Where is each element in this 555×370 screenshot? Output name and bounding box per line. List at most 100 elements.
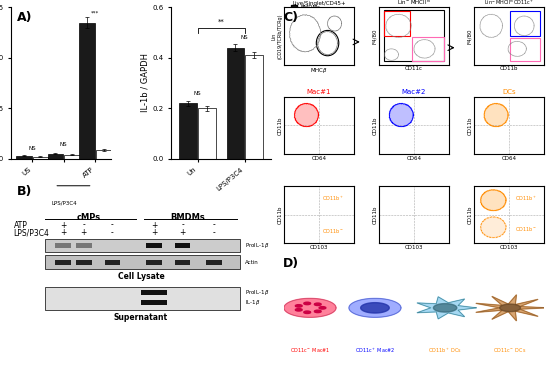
Circle shape	[304, 311, 311, 313]
Text: -: -	[181, 221, 184, 229]
Text: -: -	[213, 221, 215, 229]
Y-axis label: F4/80: F4/80	[467, 28, 472, 44]
Text: ***: ***	[91, 10, 99, 16]
X-axis label: CD103: CD103	[500, 245, 518, 250]
Text: CD11c$^-$ Mac#1: CD11c$^-$ Mac#1	[290, 346, 330, 354]
FancyBboxPatch shape	[45, 287, 240, 310]
Text: +: +	[60, 228, 66, 237]
Text: CD11c$^+$ Mac#2: CD11c$^+$ Mac#2	[355, 346, 395, 355]
Bar	[384, 10, 444, 61]
Text: ProIL-1$\beta$: ProIL-1$\beta$	[245, 241, 270, 250]
Text: B): B)	[17, 185, 32, 198]
Bar	[16, 155, 32, 159]
Text: **: **	[218, 19, 224, 25]
Circle shape	[314, 310, 321, 313]
Bar	[48, 154, 63, 159]
Y-axis label: CD11b: CD11b	[467, 205, 472, 224]
Text: -: -	[213, 228, 215, 237]
FancyBboxPatch shape	[45, 255, 240, 269]
Text: +: +	[151, 228, 157, 237]
Polygon shape	[295, 103, 319, 127]
Text: CD11b$^+$ DCs: CD11b$^+$ DCs	[428, 346, 462, 355]
Bar	[96, 151, 112, 159]
Text: ATP: ATP	[14, 221, 28, 229]
Bar	[226, 48, 244, 159]
FancyBboxPatch shape	[206, 260, 221, 265]
Title: Lin$^-$MHCII$^{hi}$: Lin$^-$MHCII$^{hi}$	[397, 0, 431, 7]
Polygon shape	[417, 297, 476, 319]
Circle shape	[295, 309, 302, 311]
Title: Lin$^-$MHCII$^{hi}$CD11c$^+$: Lin$^-$MHCII$^{hi}$CD11c$^+$	[483, 0, 534, 7]
Text: A): A)	[17, 11, 32, 24]
Title: DCs: DCs	[502, 89, 516, 95]
Text: LPS/P3C4: LPS/P3C4	[14, 228, 49, 237]
Bar	[64, 155, 80, 159]
Text: -: -	[111, 228, 114, 237]
Text: +: +	[60, 221, 66, 229]
Circle shape	[314, 303, 321, 306]
FancyBboxPatch shape	[141, 290, 167, 295]
Text: NS: NS	[194, 91, 201, 95]
Text: CD11c$^-$ DCs: CD11c$^-$ DCs	[493, 346, 527, 354]
Text: LPS/P3C4: LPS/P3C4	[52, 201, 78, 206]
X-axis label: CD103: CD103	[310, 245, 329, 250]
Bar	[384, 11, 411, 36]
Polygon shape	[284, 298, 336, 317]
X-axis label: CD103: CD103	[405, 245, 423, 250]
Text: CD11b$^+$: CD11b$^+$	[322, 195, 344, 204]
Circle shape	[319, 307, 326, 309]
Bar	[412, 37, 444, 61]
Y-axis label: CD11b: CD11b	[372, 116, 377, 135]
Text: NS: NS	[60, 142, 68, 148]
Title: Mac#1: Mac#1	[307, 89, 331, 95]
Text: BMDMs: BMDMs	[170, 213, 205, 222]
Title: Live/Singlet/CD45+: Live/Singlet/CD45+	[292, 1, 346, 6]
Polygon shape	[389, 103, 413, 127]
Polygon shape	[481, 190, 506, 211]
Text: +: +	[80, 228, 87, 237]
Y-axis label: CD11b: CD11b	[372, 205, 377, 224]
Text: -: -	[83, 221, 85, 229]
Y-axis label: CD11b: CD11b	[467, 116, 472, 135]
Bar	[33, 157, 48, 159]
Text: CD11b$^+$: CD11b$^+$	[515, 194, 537, 203]
Y-axis label: CD11b: CD11b	[278, 205, 282, 224]
Text: +: +	[151, 221, 157, 229]
Polygon shape	[481, 217, 506, 238]
X-axis label: CD64: CD64	[501, 155, 516, 161]
Bar	[198, 108, 215, 159]
Y-axis label: IL-1b / GAPDH: IL-1b / GAPDH	[140, 54, 149, 112]
X-axis label: MHC$\beta$: MHC$\beta$	[310, 66, 328, 75]
Y-axis label: Lin
(CD19/TCRb/TCRg): Lin (CD19/TCRb/TCRg)	[272, 13, 282, 59]
FancyBboxPatch shape	[76, 243, 92, 248]
FancyBboxPatch shape	[56, 260, 71, 265]
Text: IL-1$\beta$: IL-1$\beta$	[245, 298, 260, 307]
Text: Actin: Actin	[245, 260, 259, 265]
FancyBboxPatch shape	[147, 243, 162, 248]
Bar	[510, 38, 541, 61]
X-axis label: CD64: CD64	[311, 155, 327, 161]
Polygon shape	[476, 295, 547, 321]
Text: Cell Lysate: Cell Lysate	[118, 272, 164, 281]
Polygon shape	[361, 303, 389, 313]
Polygon shape	[349, 298, 401, 317]
FancyBboxPatch shape	[147, 260, 162, 265]
Text: ProIL-1$\beta$: ProIL-1$\beta$	[245, 288, 270, 297]
X-axis label: CD11b: CD11b	[500, 66, 518, 71]
X-axis label: CD11c: CD11c	[405, 66, 423, 71]
Bar	[245, 55, 263, 159]
FancyBboxPatch shape	[175, 243, 190, 248]
FancyBboxPatch shape	[76, 260, 92, 265]
Text: C): C)	[283, 11, 298, 24]
X-axis label: CD64: CD64	[406, 155, 421, 161]
Polygon shape	[433, 304, 457, 312]
Text: NS: NS	[28, 147, 36, 151]
Bar	[510, 11, 541, 36]
Bar	[79, 23, 95, 159]
Y-axis label: CD11b: CD11b	[278, 116, 282, 135]
Polygon shape	[484, 103, 508, 127]
FancyBboxPatch shape	[105, 260, 120, 265]
FancyBboxPatch shape	[141, 300, 167, 305]
Legend: BMDMs, cMPs: BMDMs, cMPs	[289, 3, 323, 21]
Y-axis label: F4/80: F4/80	[372, 28, 377, 44]
